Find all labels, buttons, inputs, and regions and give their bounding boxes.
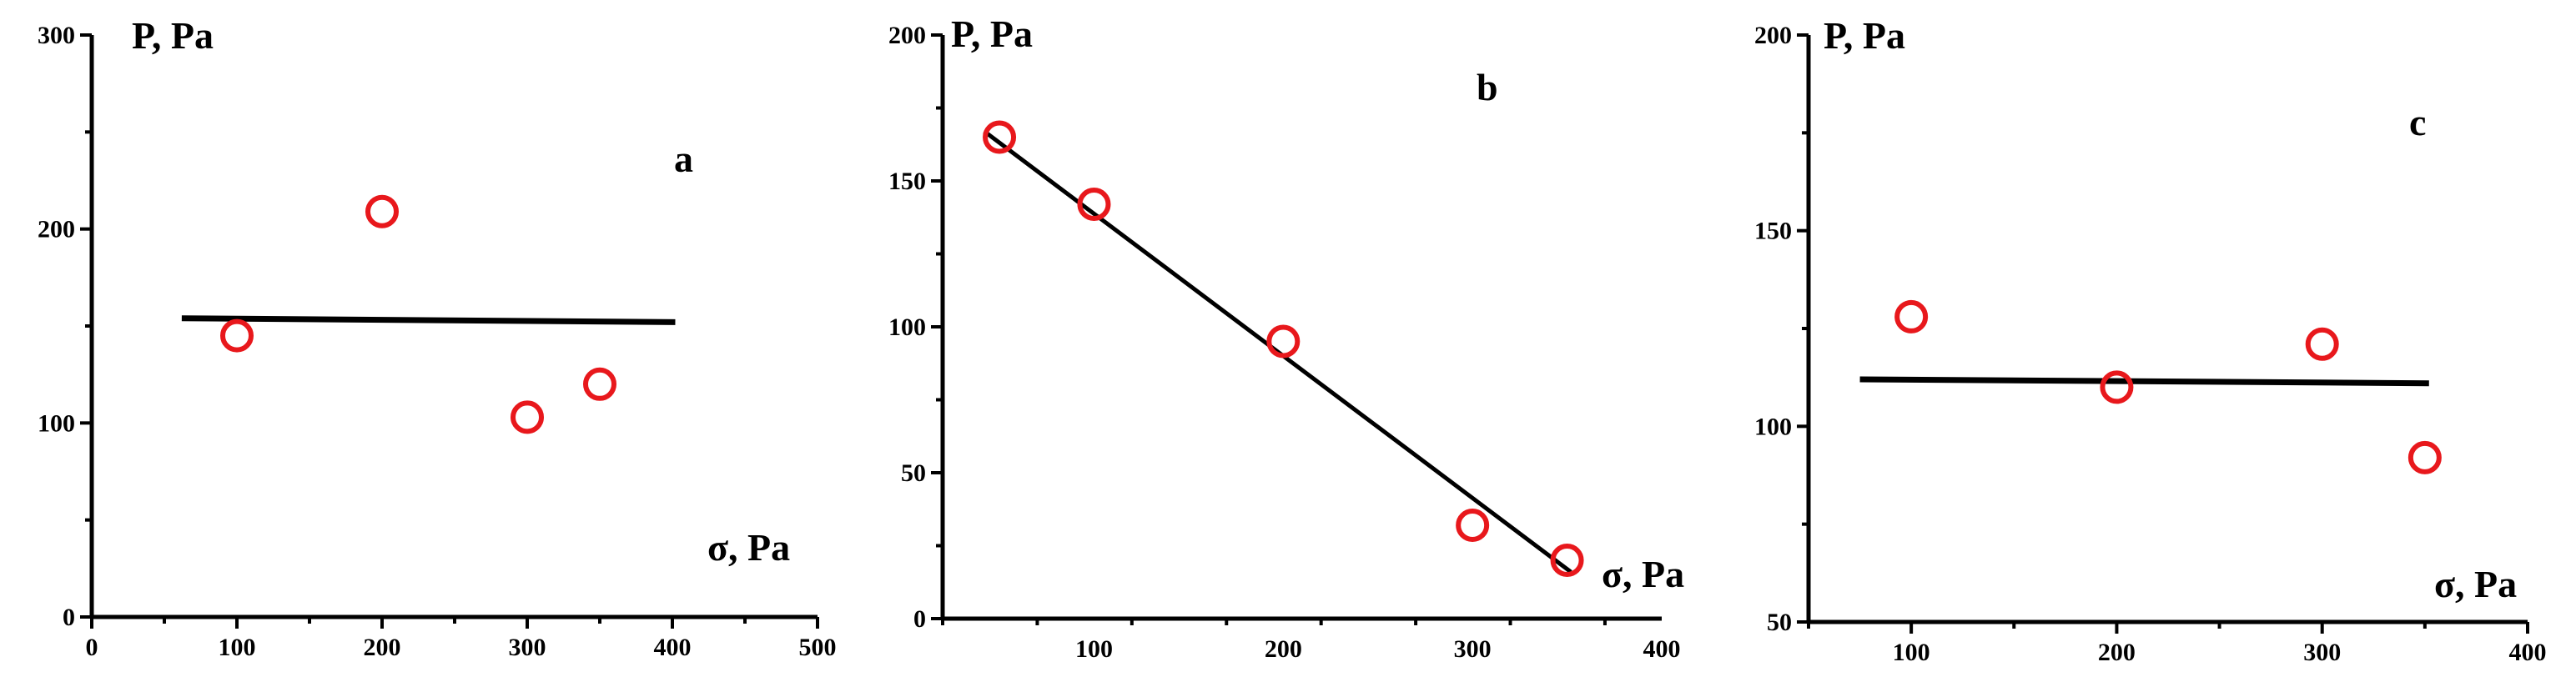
y-tick-label: 100 (1754, 413, 1792, 440)
data-point (220, 318, 254, 353)
x-tick-label: 0 (86, 634, 98, 661)
data-point (511, 400, 544, 434)
y-tick-label: 0 (63, 604, 75, 631)
data-point (1266, 324, 1301, 359)
y-tick-label: 200 (888, 22, 926, 49)
panel-label: a (674, 138, 693, 180)
x-tick-label: 100 (1893, 639, 1930, 666)
y-tick-label: 100 (888, 313, 926, 341)
x-tick-label: 400 (654, 634, 692, 661)
x-axis-title: σ, Pa (707, 526, 790, 569)
y-tick-label: 150 (1754, 218, 1792, 245)
x-axis-title: σ, Pa (1602, 553, 1684, 595)
fit-line (181, 315, 676, 325)
x-tick-label: 500 (799, 634, 837, 661)
data-point (2407, 440, 2442, 474)
x-tick-label: 200 (2098, 639, 2136, 666)
data-point (2305, 327, 2339, 361)
y-tick-label: 200 (38, 216, 75, 243)
y-axis-title: P, Pa (951, 13, 1033, 55)
data-point (1077, 188, 1111, 221)
x-axis-title: σ, Pa (2434, 563, 2517, 605)
x-tick-label: 300 (2303, 639, 2341, 666)
y-tick-label: 50 (1767, 609, 1792, 636)
data-point (1894, 299, 1929, 333)
x-tick-label: 300 (509, 634, 546, 661)
x-tick-label: 100 (1075, 635, 1113, 663)
y-tick-label: 150 (888, 168, 926, 195)
y-tick-label: 300 (38, 22, 75, 49)
x-tick-label: 400 (2509, 639, 2547, 666)
y-axis-title: P, Pa (1824, 14, 1905, 57)
y-tick-label: 50 (901, 459, 926, 487)
data-point (2100, 370, 2134, 404)
chart-panel-b: 100 200 300 400 0 50 100 150 200 P, Pa σ, Pa b (888, 13, 1684, 663)
chart-panel-a: 0 100 200 300 400 500 0 100 200 300 P, Pa σ, Pa a (38, 14, 837, 661)
x-tick-label: 400 (1643, 635, 1681, 663)
x-tick-label: 300 (1454, 635, 1492, 663)
data-point (1550, 544, 1584, 577)
y-tick-label: 200 (1754, 22, 1792, 49)
x-tick-label: 100 (219, 634, 256, 661)
data-point (365, 194, 399, 228)
panel-label: b (1477, 66, 1498, 108)
y-tick-label: 0 (913, 605, 926, 633)
chart-panel-c: 100 200 300 400 50 100 150 200 P, Pa σ, Pa c (1754, 14, 2547, 666)
x-tick-label: 200 (1265, 635, 1302, 663)
x-tick-label: 200 (364, 634, 401, 661)
fit-line (1859, 376, 2429, 387)
data-point (1456, 509, 1490, 542)
y-tick-label: 100 (38, 409, 75, 437)
data-point (983, 120, 1017, 154)
y-axis-title: P, Pa (132, 14, 214, 57)
panel-label: c (2409, 101, 2426, 143)
data-point (583, 367, 616, 401)
